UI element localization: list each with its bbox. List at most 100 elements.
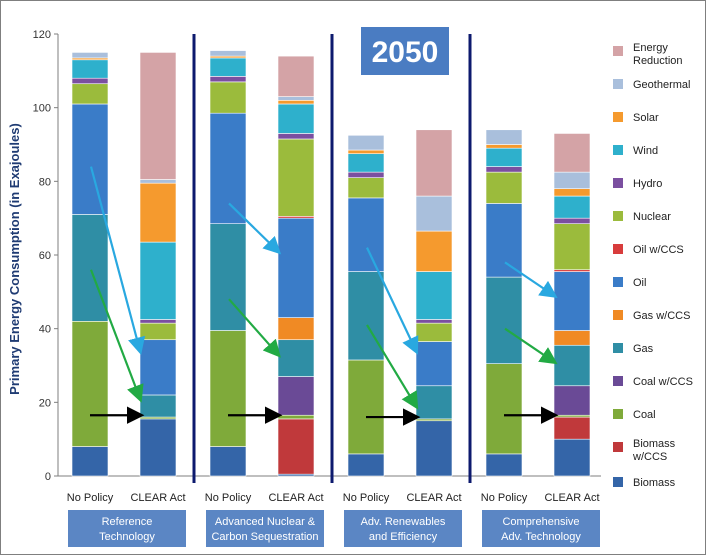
- legend-swatch: [613, 112, 623, 122]
- bar-segment-wind: [553, 195, 591, 219]
- bar-segment-oil: [415, 341, 453, 387]
- bar-segment-wind: [485, 147, 523, 167]
- bar-segment-hydro: [277, 133, 315, 140]
- bar-segment-geothermal: [553, 171, 591, 190]
- bar-segment-hydro: [209, 76, 247, 83]
- bar-segment-gas: [71, 214, 109, 322]
- bar-segment-coal: [71, 320, 109, 447]
- legend-label: Oil: [633, 277, 646, 289]
- bar-segment-gas: [415, 385, 453, 420]
- bar-segment-wind: [209, 57, 247, 77]
- bar-segment-gas: [209, 223, 247, 331]
- legend-label: Coal w/CCS: [633, 376, 693, 388]
- bar-segment-hydro: [553, 217, 591, 224]
- bar-segment-biomass: [347, 453, 385, 477]
- bar-segment-hydro: [485, 166, 523, 173]
- bar-segment-wind: [347, 153, 385, 173]
- group-label-line2: Adv. Technology: [501, 531, 581, 543]
- bar-segment-solar: [553, 188, 591, 197]
- bar-segment-gas: [139, 394, 177, 418]
- y-tick-label: 80: [39, 176, 51, 188]
- bar-segment-oil: [347, 197, 385, 272]
- y-tick-label: 20: [39, 397, 51, 409]
- bar-segment-energy-reduction: [139, 52, 177, 180]
- bar-segment-hydro: [347, 171, 385, 178]
- y-tick-label: 100: [33, 103, 51, 115]
- bar-segment-biomass-w-ccs: [277, 418, 315, 475]
- bar-segment-biomass-w-ccs: [553, 416, 591, 440]
- arrow-green: [366, 324, 419, 410]
- arrow-blue: [366, 247, 419, 355]
- bar-segment-oil: [71, 103, 109, 215]
- y-axis-label: Primary Energy Consumption (in Exajoules…: [7, 123, 22, 395]
- bar-segment-nuclear: [415, 322, 453, 342]
- arrow-green: [228, 298, 281, 358]
- bar-segment-solar: [277, 100, 315, 105]
- legend-label-line2: w/CCS: [632, 451, 667, 463]
- bar-segment-coal-w-ccs: [553, 385, 591, 416]
- year-annotation: 2050: [361, 27, 449, 75]
- legend-label: Oil w/CCS: [633, 244, 684, 256]
- legend-swatch: [613, 409, 623, 419]
- bar-segment-gas: [553, 344, 591, 387]
- bar-segment-geothermal: [139, 179, 177, 184]
- bar-segment-geothermal: [209, 50, 247, 57]
- bar-segment-nuclear: [553, 223, 591, 271]
- bar-segment-hydro: [415, 319, 453, 324]
- legend-swatch: [613, 477, 623, 487]
- y-tick-label: 0: [45, 471, 51, 483]
- bar-segment-biomass: [415, 420, 453, 477]
- x-category-label: No Policy: [67, 492, 114, 504]
- bar-segment-nuclear: [209, 81, 247, 114]
- legend-swatch: [613, 277, 623, 287]
- year-label: 2050: [372, 36, 439, 69]
- bar-segment-solar: [485, 144, 523, 149]
- legend-label: Solar: [633, 112, 659, 124]
- year-box: [361, 27, 449, 75]
- bar-segment-nuclear: [139, 322, 177, 341]
- bar-segment-geothermal: [347, 134, 385, 151]
- bar-segment-geothermal: [71, 52, 109, 59]
- bar-segment-gas: [347, 271, 385, 361]
- bar-segment-coal: [347, 359, 385, 455]
- x-category-label: CLEAR Act: [544, 492, 599, 504]
- legend-label: Biomass: [633, 438, 676, 450]
- bar-segment-gas-w-ccs: [553, 330, 591, 346]
- bar-segment-solar: [139, 182, 177, 243]
- bar-segment-biomass: [71, 446, 109, 477]
- bar-segment-wind: [71, 59, 109, 79]
- bar-segment-biomass: [139, 418, 177, 477]
- legend-swatch: [613, 79, 623, 89]
- bar-segment-nuclear: [277, 138, 315, 217]
- legend-swatch: [613, 310, 623, 320]
- group-label-line2: Technology: [99, 531, 155, 543]
- bar-segment-oil: [277, 217, 315, 318]
- bar-segment-oil: [485, 203, 523, 278]
- bar-segment-gas: [485, 276, 523, 364]
- x-category-label: No Policy: [481, 492, 528, 504]
- bar-segment-solar: [347, 149, 385, 155]
- y-tick-label: 60: [39, 250, 51, 262]
- legend-label: Energy: [633, 42, 668, 54]
- bars: [71, 50, 591, 477]
- group-labels: Reference Technology Advanced Nuclear & Car…: [68, 510, 600, 547]
- legend-label: Geothermal: [633, 79, 690, 91]
- bar-segment-hydro: [139, 319, 177, 324]
- legend-label: Nuclear: [633, 211, 671, 223]
- y-tick-label: 40: [39, 324, 51, 336]
- bar-segment-energy-reduction: [553, 133, 591, 173]
- bar-segment-wind: [277, 103, 315, 134]
- bar-segment-coal: [277, 414, 315, 420]
- group-label-line1: Reference: [102, 516, 153, 528]
- bar-segment-coal: [485, 363, 523, 455]
- arrows: [89, 166, 559, 426]
- x-category-label: No Policy: [205, 492, 252, 504]
- legend-label: Biomass: [633, 477, 676, 489]
- bar-segment-biomass: [485, 453, 523, 477]
- legend-swatch: [613, 244, 623, 254]
- legend-label: Gas w/CCS: [633, 310, 690, 322]
- bar-segment-gas-w-ccs: [277, 317, 315, 341]
- legend-swatch: [613, 442, 623, 452]
- group-label-box: [344, 510, 462, 547]
- arrow-green: [504, 327, 558, 365]
